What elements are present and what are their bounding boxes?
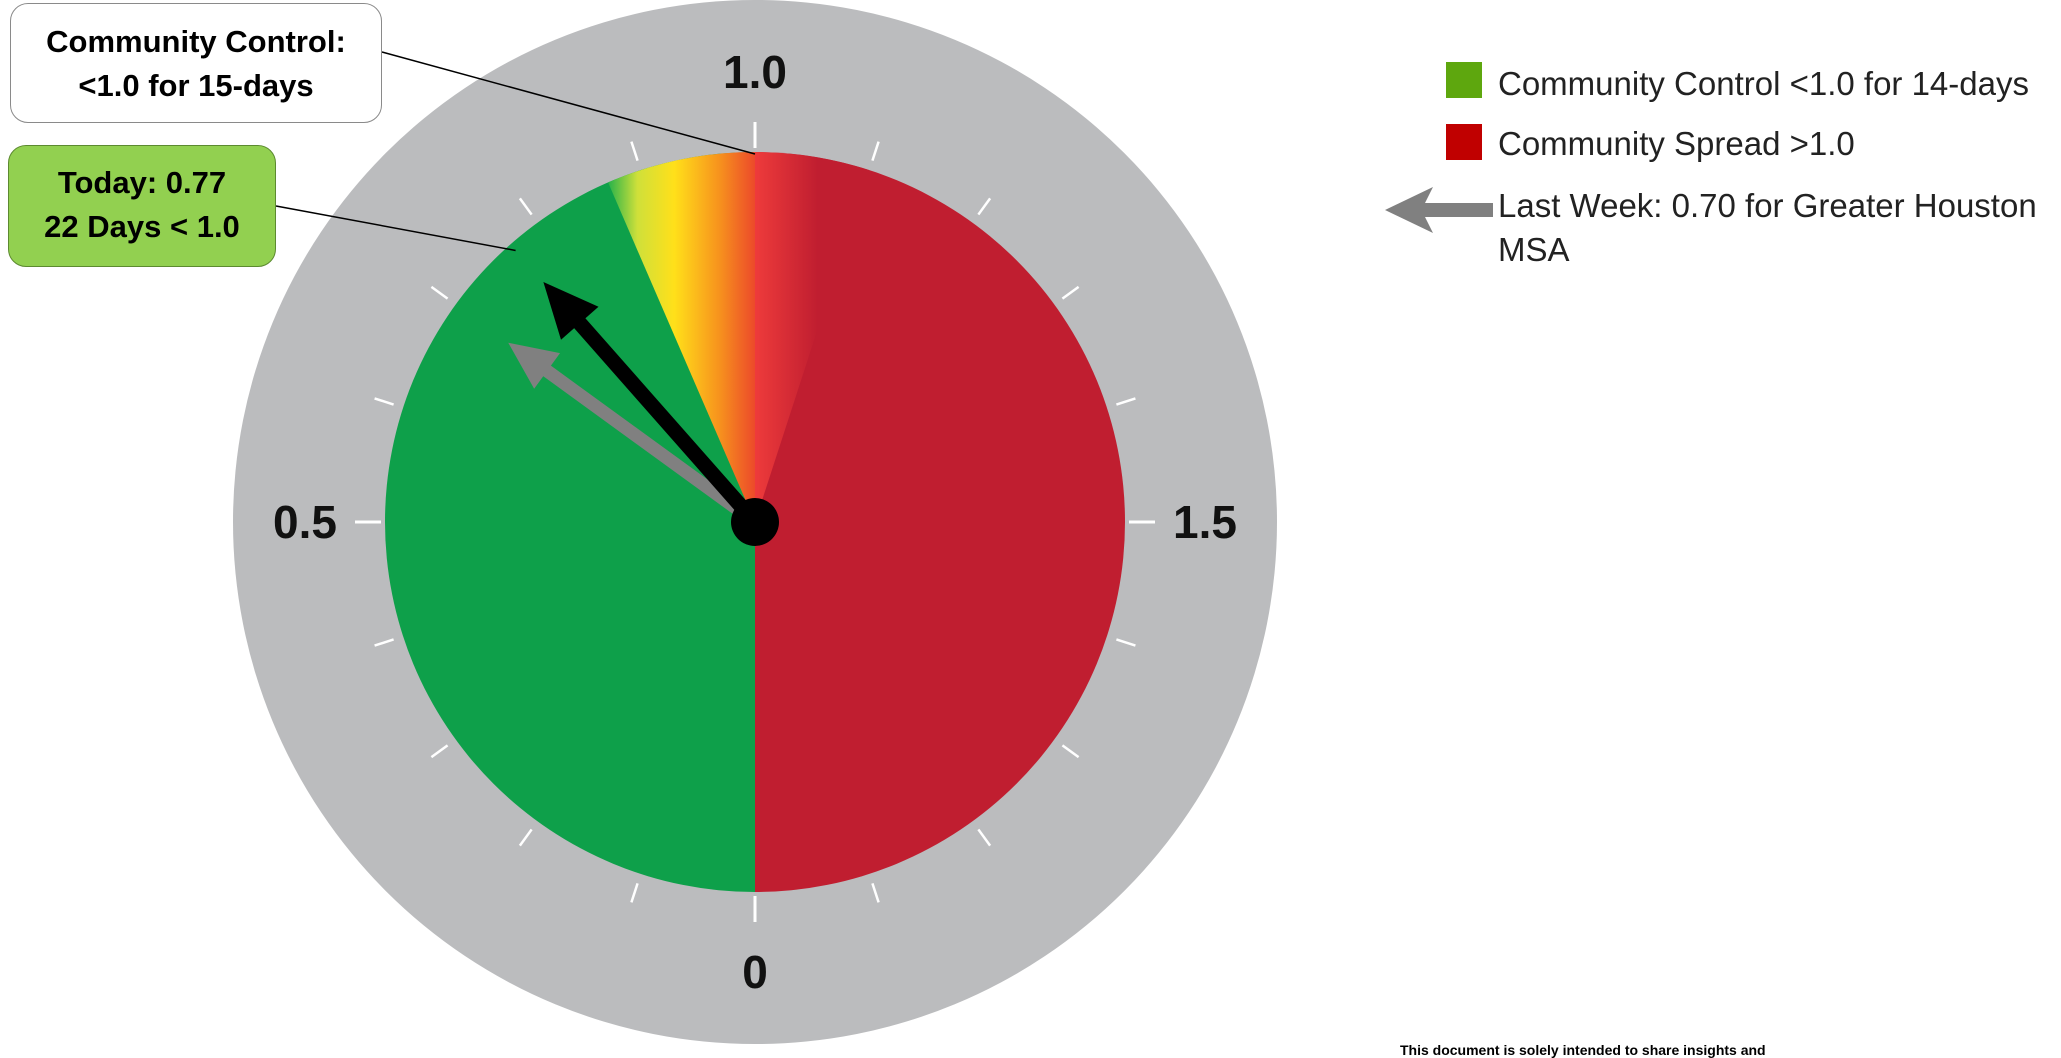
gauge-tick <box>1061 285 1080 300</box>
callout-today-line2: 22 Days < 1.0 <box>44 209 240 244</box>
gauge-tick <box>430 285 449 300</box>
gauge-tick <box>630 141 639 161</box>
gauge-tick <box>374 397 394 406</box>
callout-today-leader <box>275 205 516 252</box>
gauge-tick <box>518 828 533 847</box>
arrow-left-icon <box>1385 187 1493 233</box>
gauge-hub <box>731 498 779 546</box>
zone-community-spread <box>755 152 1125 892</box>
callout-today: Today: 0.77 22 Days < 1.0 <box>8 145 276 267</box>
gauge-tick <box>977 197 992 216</box>
legend-swatch-spread <box>1446 124 1482 160</box>
legend-label-last-week: Last Week: 0.70 for Greater Houston MSA <box>1498 184 2037 272</box>
gauge-tick <box>871 883 880 903</box>
gauge-tick-label: 1.5 <box>1173 496 1237 548</box>
zone-community-control <box>385 152 755 892</box>
legend-last-week-line2: MSA <box>1498 231 1570 268</box>
legend-label-control: Community Control <1.0 for 14-days <box>1498 65 2029 102</box>
gauge-tick <box>518 197 533 216</box>
needle-today <box>543 281 763 530</box>
callout-control-line2: <1.0 for 15-days <box>78 68 314 103</box>
gauge-tick <box>977 828 992 847</box>
gauge-tick <box>374 638 394 647</box>
legend-last-week-line1: Last Week: 0.70 for Greater Houston <box>1498 187 2037 224</box>
callout-control-line1: Community Control: <box>46 24 346 59</box>
gauge-chart: 0 0.5 1.0 1.5 <box>233 0 1277 1044</box>
gauge-tick <box>1116 397 1136 406</box>
gauge-tick <box>630 883 639 903</box>
callout-control-leader <box>381 51 756 155</box>
legend-label-spread: Community Spread >1.0 <box>1498 125 1855 162</box>
gauge-tick-label: 0 <box>742 946 768 998</box>
callout-community-control: Community Control: <1.0 for 15-days <box>10 3 382 123</box>
gauge-tick <box>871 141 880 161</box>
gauge-tick-label: 1.0 <box>723 46 787 98</box>
callout-today-line1: Today: 0.77 <box>57 165 227 200</box>
gauge-tick <box>1116 638 1136 647</box>
disclaimer-text: This document is solely intended to shar… <box>1400 1042 1766 1058</box>
zone-transition-red <box>755 152 870 522</box>
legend-swatch-control <box>1446 62 1482 98</box>
zone-transition-warm <box>608 152 755 522</box>
gauge-tick <box>1061 744 1080 759</box>
gauge-tick <box>430 744 449 759</box>
needle-last-week <box>508 342 762 529</box>
gauge-tick-label: 0.5 <box>273 496 337 548</box>
